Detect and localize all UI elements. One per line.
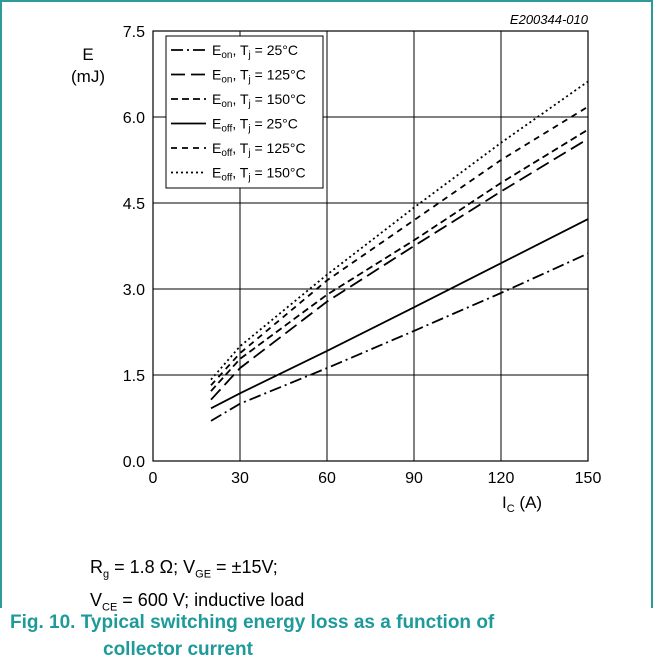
x-tick-label: 90 (405, 470, 423, 487)
legend-entry: Eon, Tj = 25°C (212, 42, 298, 61)
series-lines (210, 80, 589, 422)
series-line-4 (210, 218, 589, 410)
legend-box (165, 35, 324, 189)
figure-code: E200344-010 (510, 12, 589, 27)
conditions-line-2: VCE = 600 V; inductive load (90, 589, 305, 614)
legend-entry: Eoff, Tj = 150°C (212, 165, 306, 184)
x-tick-label: 60 (318, 470, 336, 487)
legend-entry: Eoff, Tj = 125°C (212, 140, 306, 159)
series-line-5 (210, 105, 589, 386)
x-tick-label: 30 (231, 470, 249, 487)
conditions-line-1: Rg = 1.8 Ω; VGE = ±15V; (90, 557, 278, 581)
y-tick-label: 0.0 (123, 454, 145, 471)
y-axis-unit: (mJ) (71, 67, 105, 86)
tick-labels: 0 30 60 90 120 150 0.0 1.5 3.0 4.5 6.0 7.5 (123, 24, 602, 487)
x-tick-label: 150 (575, 470, 602, 487)
series-line-2 (210, 138, 589, 401)
legend-entry: Eoff, Tj = 25°C (212, 116, 298, 135)
x-tick-label: 120 (488, 470, 515, 487)
y-axis-symbol: E (82, 45, 93, 64)
legend: Eon, Tj = 25°C Eon, Tj = 125°C Eon, Tj = 1… (165, 35, 324, 189)
series-line-1 (210, 252, 589, 422)
plot-border (152, 30, 589, 462)
x-axis-label: IC (A) (502, 493, 542, 515)
caption-line-2: collector current (103, 639, 253, 660)
y-tick-label: 3.0 (123, 282, 145, 299)
y-tick-label: 1.5 (123, 368, 145, 385)
x-tick-label: 0 (149, 470, 158, 487)
test-conditions: Rg = 1.8 Ω; VGE = ±15V; VCE = 600 V; ind… (90, 555, 304, 620)
figure-caption: Fig. 10. Typical switching energy loss a… (10, 609, 640, 663)
figure-frame (0, 0, 653, 608)
y-tick-label: 4.5 (123, 196, 145, 213)
legend-entry: Eon, Tj = 150°C (212, 91, 306, 110)
chart: 0 30 60 90 120 150 0.0 1.5 3.0 4.5 6.0 7.5 Eon, Tj … (71, 12, 602, 515)
series-line-3 (210, 128, 589, 392)
y-tick-label: 6.0 (123, 110, 145, 127)
caption-line-1: Fig. 10. Typical switching energy loss a… (10, 612, 495, 633)
legend-entry: Eon, Tj = 125°C (212, 67, 306, 86)
y-tick-label: 7.5 (123, 24, 145, 41)
series-line-6 (210, 80, 589, 381)
